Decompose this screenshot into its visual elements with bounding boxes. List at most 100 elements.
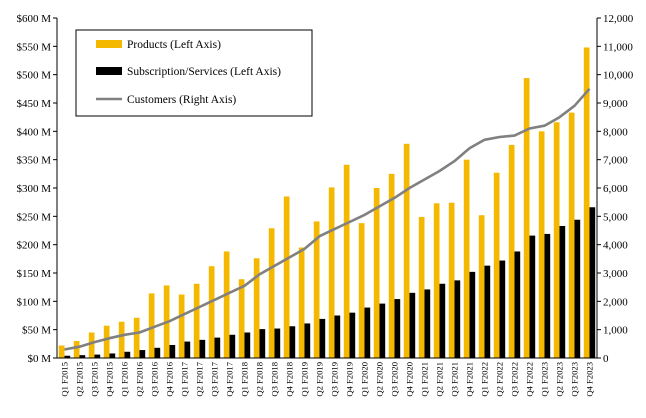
left-tick-label: $450 M bbox=[16, 98, 51, 110]
x-tick-label: Q1 F2023 bbox=[540, 362, 550, 397]
subscription-services-bar bbox=[199, 339, 206, 358]
x-tick-label: Q4 F2023 bbox=[585, 362, 595, 397]
left-tick-label: $500 M bbox=[16, 70, 51, 82]
x-tick-label: Q1 F2019 bbox=[300, 362, 310, 397]
left-tick-label: $600 M bbox=[16, 13, 51, 25]
subscription-services-bar bbox=[229, 334, 236, 358]
products-bar bbox=[568, 112, 575, 358]
products-bar bbox=[448, 202, 455, 358]
x-tick-label: Q3 F2023 bbox=[570, 362, 580, 397]
subscription-services-bar bbox=[109, 353, 116, 358]
products-bar bbox=[313, 221, 320, 358]
right-tick-label: 2,000 bbox=[603, 296, 628, 308]
subscription-services-bar bbox=[529, 235, 536, 358]
x-tick-label: Q4 F2016 bbox=[165, 361, 175, 396]
subscription-services-bar bbox=[79, 355, 86, 358]
x-tick-label: Q2 F2023 bbox=[555, 362, 565, 397]
left-tick-label: $100 M bbox=[16, 296, 51, 308]
subscription-services-bar bbox=[184, 341, 191, 358]
products-bar bbox=[493, 172, 500, 358]
x-tick-label: Q2 F2019 bbox=[315, 362, 325, 397]
left-tick-label: $550 M bbox=[16, 41, 51, 53]
left-tick-label: $350 M bbox=[16, 155, 51, 167]
x-tick-label: Q4 F2020 bbox=[405, 362, 415, 397]
subscription-services-bar bbox=[334, 315, 341, 358]
subscription-services-bar bbox=[319, 318, 326, 358]
legend-swatch bbox=[96, 67, 122, 75]
x-tick-label: Q1 F2022 bbox=[480, 362, 490, 397]
subscription-services-bar bbox=[169, 344, 176, 358]
right-tick-label: 5,000 bbox=[603, 211, 628, 223]
subscription-services-bar bbox=[349, 312, 356, 358]
left-y-axis: $0 M $50 M $100 M $150 M $200 M $250 M $300 M $… bbox=[16, 13, 58, 365]
subscription-services-bar bbox=[259, 329, 266, 358]
subscription-services-bar bbox=[214, 337, 221, 358]
products-bar bbox=[523, 78, 530, 359]
right-tick-label: 4,000 bbox=[603, 240, 628, 252]
x-tick-label: Q1 F2017 bbox=[180, 361, 190, 396]
products-bar bbox=[238, 279, 245, 358]
products-bar bbox=[193, 283, 200, 358]
left-tick-label: $400 M bbox=[16, 126, 51, 138]
x-tick-label: Q2 F2020 bbox=[375, 362, 385, 397]
products-bar bbox=[463, 159, 470, 358]
x-tick-label: Q1 F2015 bbox=[60, 362, 70, 397]
x-axis: Q1 F2015 Q2 F2015 Q3 F2015 Q4 F2015 Q1 F2016… bbox=[57, 357, 597, 397]
right-tick-label: 9,000 bbox=[603, 98, 628, 110]
subscription-services-bar bbox=[139, 350, 146, 358]
products-bar bbox=[388, 173, 395, 358]
products-bar bbox=[538, 131, 545, 358]
subscription-services-bar bbox=[64, 355, 71, 358]
legend: Products (Left Axis) Subscription/Service… bbox=[75, 29, 313, 117]
right-tick-label: 7,000 bbox=[603, 155, 628, 167]
x-tick-label: Q2 F2018 bbox=[255, 362, 265, 397]
x-tick-label: Q3 F2022 bbox=[510, 362, 520, 397]
products-bar bbox=[88, 332, 95, 358]
legend-label: Products (Left Axis) bbox=[127, 39, 221, 51]
products-bar bbox=[418, 216, 425, 358]
x-tick-label: Q3 F2016 bbox=[150, 361, 160, 396]
products-bar bbox=[583, 47, 590, 358]
subscription-services-bar bbox=[544, 233, 551, 358]
x-tick-label: Q4 F2015 bbox=[105, 362, 115, 397]
subscription-services-bar bbox=[484, 265, 491, 358]
products-bar bbox=[253, 258, 260, 358]
subscription-services-bar bbox=[394, 299, 401, 358]
products-bar bbox=[103, 325, 110, 358]
subscription-services-bar bbox=[274, 328, 281, 358]
subscription-services-bar bbox=[424, 289, 431, 358]
x-tick-label: Q3 F2019 bbox=[330, 362, 340, 397]
subscription-services-bar bbox=[574, 219, 581, 358]
subscription-services-bar bbox=[514, 251, 521, 358]
bar-series-group bbox=[58, 47, 596, 359]
right-tick-label: 3,000 bbox=[603, 268, 628, 280]
x-tick-label: Q1 F2016 bbox=[120, 361, 130, 396]
products-bar bbox=[118, 321, 125, 358]
subscription-services-bar bbox=[304, 323, 311, 358]
right-tick-label: 8,000 bbox=[603, 126, 628, 138]
products-bar bbox=[478, 215, 485, 358]
products-bar bbox=[223, 251, 230, 358]
left-tick-label: $250 M bbox=[16, 211, 51, 223]
products-bar bbox=[298, 247, 305, 358]
x-tick-label: Q2 F2022 bbox=[495, 362, 505, 397]
right-tick-label: 6,000 bbox=[603, 183, 628, 195]
products-bar bbox=[268, 228, 275, 358]
right-tick-label: 0 bbox=[603, 353, 609, 365]
left-tick-label: $50 M bbox=[22, 325, 51, 337]
products-bar bbox=[58, 345, 65, 358]
x-tick-label: Q3 F2015 bbox=[90, 362, 100, 397]
products-bar bbox=[178, 294, 185, 358]
x-tick-label: Q1 F2020 bbox=[360, 362, 370, 397]
right-tick-label: 1,000 bbox=[603, 325, 628, 337]
products-bar bbox=[73, 341, 80, 358]
subscription-services-bar bbox=[94, 354, 101, 358]
legend-swatch bbox=[96, 40, 122, 48]
subscription-services-bar bbox=[499, 260, 506, 358]
products-bar bbox=[208, 266, 215, 358]
left-tick-label: $200 M bbox=[16, 240, 51, 252]
left-tick-label: $300 M bbox=[16, 183, 51, 195]
x-tick-label: Q2 F2016 bbox=[135, 361, 145, 396]
